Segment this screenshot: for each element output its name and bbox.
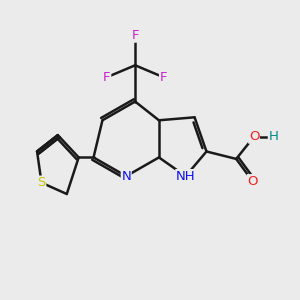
Text: O: O <box>249 130 259 143</box>
Text: N: N <box>121 170 131 183</box>
Text: F: F <box>103 71 111 84</box>
Text: F: F <box>160 71 167 84</box>
Text: O: O <box>247 175 258 188</box>
Text: NH: NH <box>176 170 196 183</box>
Text: S: S <box>37 176 46 189</box>
Text: H: H <box>268 130 278 143</box>
Text: F: F <box>131 29 139 42</box>
